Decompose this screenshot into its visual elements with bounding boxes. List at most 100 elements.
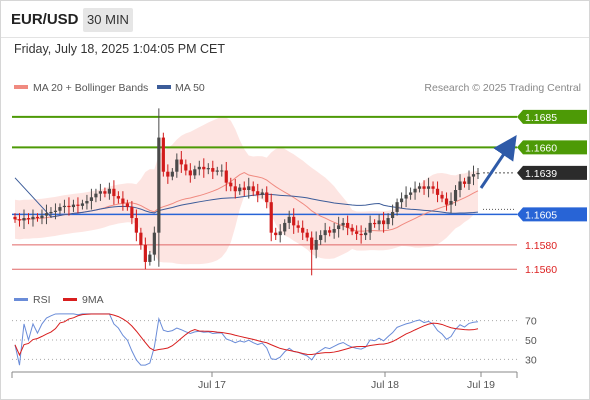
rsi-ma-line [14, 313, 479, 357]
candle-body [211, 168, 215, 172]
candle-body [408, 192, 413, 195]
candle-body [247, 186, 251, 190]
rsi-gridlines: 70 50 30 [12, 316, 537, 366]
candle-body [471, 174, 476, 177]
candle-body [26, 218, 31, 220]
candle-body [467, 176, 471, 184]
candle-body [350, 227, 354, 232]
candle-body [323, 230, 327, 236]
level-tags: 1.1685 1.1660 1.1639 1.1605 1.1580 1.1560 [517, 109, 587, 276]
x-tick-label: Jul 17 [198, 379, 226, 391]
candle-body [260, 192, 264, 195]
candle-body [103, 191, 107, 194]
candle-body [440, 194, 444, 199]
candle-body [332, 229, 336, 233]
candle-body [346, 222, 350, 228]
candle-body [17, 219, 22, 221]
candle-body [76, 204, 80, 206]
ma50-legend-swatch [157, 85, 171, 89]
candle-body [98, 191, 103, 194]
candle-body [364, 232, 368, 236]
candle-body [328, 230, 332, 233]
candle-body [202, 166, 206, 170]
candle-body [107, 188, 111, 194]
level-tag-1.1605 [517, 207, 587, 222]
level-tag-label: 1.1560 [525, 264, 557, 276]
candle-body [390, 211, 395, 219]
candle-body [256, 191, 260, 195]
candle-body [449, 200, 453, 205]
level-tag-1.1685 [517, 109, 587, 124]
ma50-line [14, 177, 479, 218]
candle-body [220, 170, 224, 172]
candle-body [305, 232, 309, 238]
candle-body [301, 227, 305, 233]
candle-body [179, 159, 183, 165]
candle-body [319, 235, 323, 240]
timeframe-button[interactable]: 30 MIN [83, 8, 133, 32]
candle-body [157, 137, 161, 233]
candle-body [269, 202, 273, 233]
candle-body [94, 193, 98, 198]
level-tag-label: 1.1685 [525, 112, 557, 124]
candle-body [188, 170, 192, 176]
symbol-title: EUR/USD [11, 11, 79, 28]
candle-body [417, 186, 422, 189]
candle-body [170, 171, 174, 177]
level-tag-label: 1.1580 [525, 240, 557, 252]
candle-body [251, 186, 255, 192]
candle-body [161, 137, 165, 172]
candle-body [125, 203, 129, 208]
candle-body [426, 186, 431, 189]
candle-body [399, 198, 404, 203]
candle-body [453, 190, 458, 201]
credit-text: Research © 2025 Trading Central [424, 82, 581, 94]
candle-body [337, 225, 341, 230]
rsi-tick-label: 50 [525, 335, 537, 347]
candle-body [62, 205, 67, 208]
candle-body [368, 222, 372, 233]
candle-body [67, 205, 71, 208]
rsi-legend-swatch [14, 298, 28, 301]
level-tag-1.1639 [517, 165, 587, 180]
candle-body [206, 168, 210, 170]
candle-body [215, 170, 219, 172]
candle-body [458, 181, 462, 190]
candle-body [116, 196, 120, 199]
candle-body [395, 202, 399, 212]
candle-body [233, 186, 237, 192]
candle-body [462, 181, 467, 184]
price-levels [12, 115, 517, 270]
candle-body [413, 188, 417, 193]
candle-body [152, 232, 156, 255]
candle-body [58, 207, 62, 211]
bollinger-band-fill [15, 116, 478, 265]
candle-body [166, 171, 170, 177]
bollinger-bands [15, 116, 478, 265]
candle-body [382, 220, 386, 225]
candle-body [175, 159, 179, 172]
candle-body [431, 186, 435, 189]
candle-body [292, 216, 296, 226]
projection-arrow [479, 135, 517, 189]
candle-body [314, 239, 318, 250]
candle-body [89, 197, 94, 201]
candle-body [238, 187, 242, 192]
candle-body [283, 222, 287, 232]
candle-body [112, 188, 116, 197]
candle-body [435, 188, 440, 195]
candle-body [229, 182, 233, 187]
candle-body [143, 244, 147, 262]
candle-body [386, 218, 390, 225]
x-tick-label: Jul 19 [467, 379, 495, 391]
candle-body [197, 166, 201, 170]
level-tag-1.1660 [517, 140, 587, 155]
candle-body [40, 215, 44, 219]
candle-body [377, 220, 381, 225]
candle-body [148, 254, 152, 262]
candle-body [224, 170, 228, 183]
candle-body [341, 222, 345, 226]
candle-body [265, 192, 269, 203]
candle-body [44, 213, 49, 216]
